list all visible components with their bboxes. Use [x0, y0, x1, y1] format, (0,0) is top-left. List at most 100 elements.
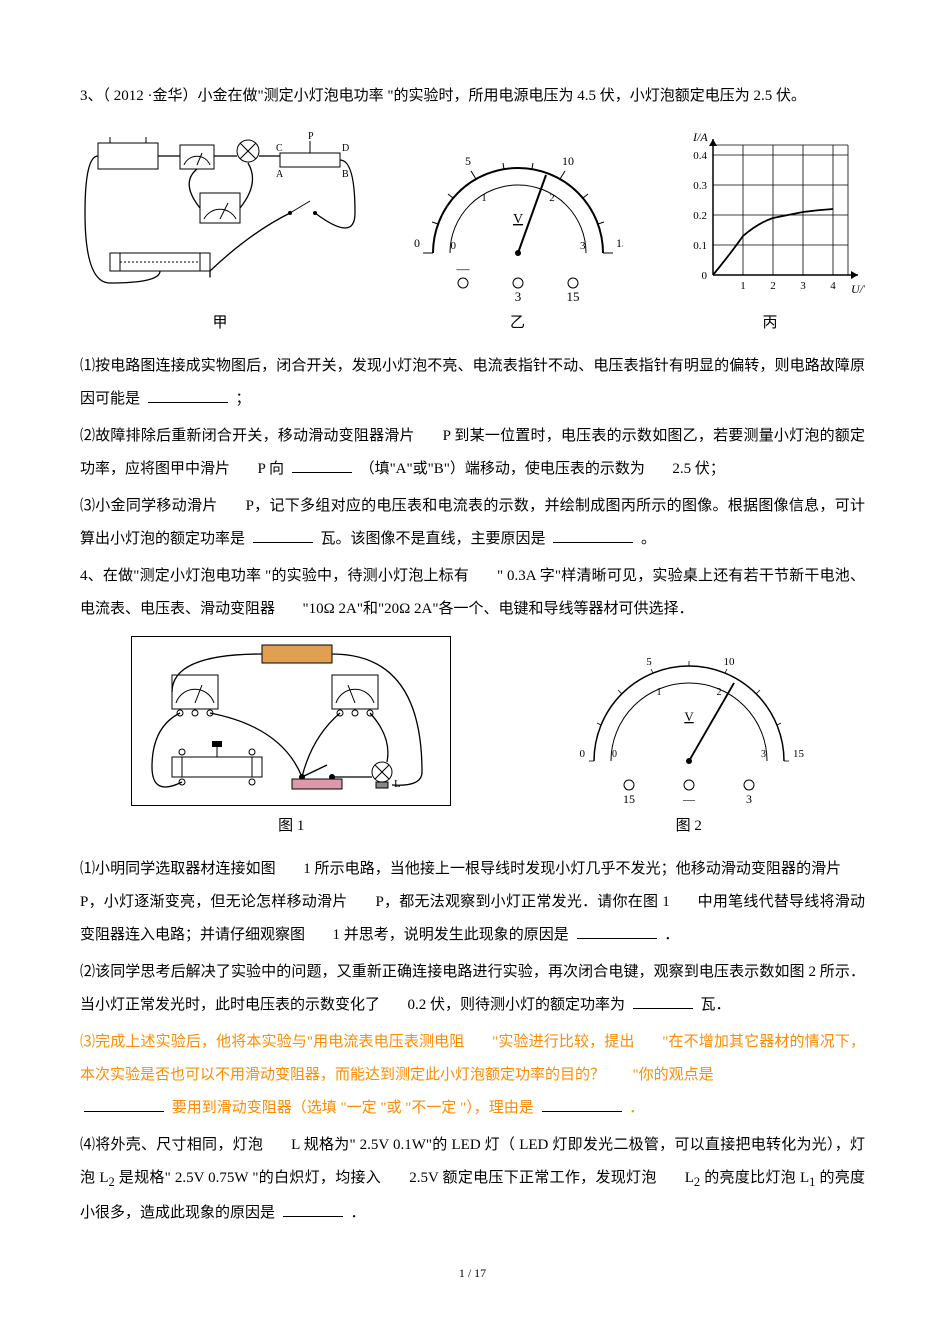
svg-text:A: A [276, 169, 284, 180]
q4-fig-left-label: 图 1 [278, 810, 304, 843]
circuit-left-svg: P CD AB [80, 123, 360, 303]
svg-text:0: 0 [414, 236, 420, 250]
svg-text:3: 3 [800, 280, 806, 292]
svg-text:3: 3 [580, 240, 586, 252]
q4-fig-right: 0 5 10 15 0 1 2 3 V 15 — [564, 656, 814, 843]
q4-p3d: "你的观点是 [633, 1067, 714, 1083]
svg-text:0: 0 [702, 270, 708, 282]
svg-text:1: 1 [656, 687, 661, 698]
q4-part4: ⑷将外壳、尺寸相同，灯泡 L 规格为" 2.5V 0.1W"的 LED 灯（ L… [80, 1129, 865, 1230]
q4-intro-c: "10Ω 2A"和"20Ω 2A"各一个、电键和导线等器材可供选择． [303, 601, 694, 617]
q4-p1b: 1 所示电路，当他接上一根导线时发现小灯几乎不发光；他移动滑动变阻器的滑片 [303, 861, 841, 877]
q4-p1c: P，小灯逐渐变亮，但无论怎样移动滑片 [80, 894, 348, 910]
svg-text:15: 15 [623, 792, 635, 806]
blank [84, 1097, 164, 1112]
q4-figure-row: L 图 1 [80, 636, 865, 843]
svg-text:2: 2 [716, 687, 721, 698]
blank [283, 1202, 343, 1217]
svg-text:—: — [455, 261, 470, 276]
svg-text:L: L [394, 778, 401, 790]
svg-text:3: 3 [746, 792, 752, 806]
q3-fig-mid-label: 乙 [510, 307, 525, 340]
svg-text:15: 15 [793, 748, 805, 760]
q4-circuit-svg: L [132, 637, 452, 807]
svg-text:5: 5 [465, 154, 471, 168]
svg-text:C: C [276, 143, 283, 154]
q4-voltmeter-svg: 0 5 10 15 0 1 2 3 V 15 — [564, 656, 814, 806]
q4-p2c: 瓦． [701, 997, 731, 1013]
q4-p3b: "实验进行比较，提出 [492, 1034, 634, 1050]
svg-text:10: 10 [723, 656, 735, 668]
q3-p3d: 。 [641, 531, 656, 547]
sub2b: 2 [694, 1175, 700, 1189]
svg-text:10: 10 [562, 154, 574, 168]
svg-text:1: 1 [740, 280, 746, 292]
q4-p4a: ⑷将外壳、尺寸相同，灯泡 [80, 1137, 263, 1153]
svg-text:D: D [342, 143, 349, 154]
q4-p3a: ⑶完成上述实验后，他将本实验与"用电流表电压表测电阻 [80, 1034, 464, 1050]
q3-p3c: 瓦。该图像不是直线，主要原因是 [321, 531, 546, 547]
svg-text:1: 1 [481, 192, 487, 204]
svg-text:V: V [512, 212, 522, 227]
q3-p2d: （填"A"或"B"）端移动，使电压表的示数为 [360, 461, 645, 477]
voltmeter-dial-svg: 0 5 10 15 0 1 2 3 V [413, 133, 623, 303]
blank [577, 924, 657, 939]
svg-text:0.4: 0.4 [693, 150, 707, 162]
q4-p4d: 2.5V 额定电压下正常工作，发现灯泡 [409, 1170, 656, 1186]
svg-text:15: 15 [566, 289, 579, 303]
q4-p1d: P，都无法观察到小灯正常发光．请你在图 1 [375, 894, 669, 910]
svg-text:4: 4 [830, 280, 836, 292]
svg-text:0: 0 [450, 240, 456, 252]
q4-p1a: ⑴小明同学选取器材连接如图 [80, 861, 276, 877]
q4-p4f: 的亮度比灯泡 L [704, 1170, 809, 1186]
blank [148, 388, 228, 403]
q3-p2a: ⑵故障排除后重新闭合开关，移动滑动变阻器滑片 [80, 428, 415, 444]
svg-text:0.1: 0.1 [693, 240, 707, 252]
q4-circuitbox: L [131, 636, 451, 806]
svg-text:0: 0 [579, 748, 585, 760]
q4-part1: ⑴小明同学选取器材连接如图 1 所示电路，当他接上一根导线时发现小灯几乎不发光；… [80, 853, 865, 952]
q3-intro: 3、（ 2012 ·金华）小金在做"测定小灯泡电功率 "的实验时，所用电源电压为… [80, 80, 865, 113]
q4-part3: ⑶完成上述实验后，他将本实验与"用电流表电压表测电阻 "实验进行比较，提出 "在… [80, 1026, 865, 1125]
q4-p4h: ． [351, 1205, 366, 1221]
q3-fig-left-label: 甲 [212, 307, 227, 340]
page-footer: 1 / 17 [80, 1260, 865, 1286]
q3-p3a: ⑶小金同学移动滑片 [80, 498, 218, 514]
svg-text:2: 2 [549, 192, 555, 204]
svg-text:P: P [308, 131, 314, 142]
q3-fig-mid: 0 5 10 15 0 1 2 3 V [413, 133, 623, 340]
q4-intro: 4、在做"测定小灯泡电功率 "的实验中，待测小灯泡上标有 " 0.3A 字"样清… [80, 560, 865, 626]
q3-fig-right: 1 2 3 4 0.1 0.2 0.3 0.4 0 I/A U/V 丙 [675, 133, 865, 340]
svg-text:0.3: 0.3 [693, 180, 707, 192]
sub1: 1 [809, 1175, 815, 1189]
q3-part1: ⑴按电路图连接成实物图后，闭合开关，发现小灯泡不亮、电流表指针不动、电压表指针有… [80, 350, 865, 416]
blank [633, 994, 693, 1009]
svg-text:I/A: I/A [692, 133, 708, 144]
q4-p1f: 1 并思考，说明发生此现象的原因是 [333, 927, 569, 943]
svg-text:2: 2 [770, 280, 776, 292]
blank [253, 528, 313, 543]
svg-text:U/V: U/V [851, 282, 865, 296]
q4-fig-right-label: 图 2 [676, 810, 702, 843]
q3-p2e: 2.5 伏； [672, 461, 725, 477]
iv-chart-svg: 1 2 3 4 0.1 0.2 0.3 0.4 0 I/A U/V [675, 133, 865, 303]
q4-p4e: L [685, 1170, 694, 1186]
q4-p4c: 是规格" 2.5V 0.75W "的白炽灯，均接入 [119, 1170, 381, 1186]
svg-text:0.2: 0.2 [693, 210, 707, 222]
svg-text:—: — [682, 792, 696, 806]
q3-part2: ⑵故障排除后重新闭合开关，移动滑动变阻器滑片 P 到某一位置时，电压表的示数如图… [80, 420, 865, 486]
svg-text:0: 0 [612, 749, 617, 760]
q3-figure-row: P CD AB 甲 [80, 123, 865, 340]
q4-part2: ⑵该同学思考后解决了实验中的问题，又重新正确连接电路进行实验，再次闭合电键，观察… [80, 956, 865, 1022]
q4-p3f: ． [629, 1100, 644, 1116]
svg-text:3: 3 [761, 749, 766, 760]
q3-fig-left: P CD AB 甲 [80, 123, 360, 340]
q3-part3: ⑶小金同学移动滑片 P，记下多组对应的电压表和电流表的示数，并绘制成图丙所示的图… [80, 490, 865, 556]
q4-intro-a: 4、在做"测定小灯泡电功率 "的实验中，待测小灯泡上标有 [80, 568, 469, 584]
q3-p2c: P 向 [258, 461, 285, 477]
q4-p1g: ． [664, 927, 679, 943]
q3-fig-right-label: 丙 [762, 307, 777, 340]
blank [292, 458, 352, 473]
sub2: 2 [109, 1175, 115, 1189]
blank [542, 1097, 622, 1112]
